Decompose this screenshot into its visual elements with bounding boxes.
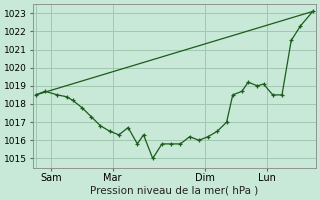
X-axis label: Pression niveau de la mer( hPa ): Pression niveau de la mer( hPa ) <box>90 186 259 196</box>
